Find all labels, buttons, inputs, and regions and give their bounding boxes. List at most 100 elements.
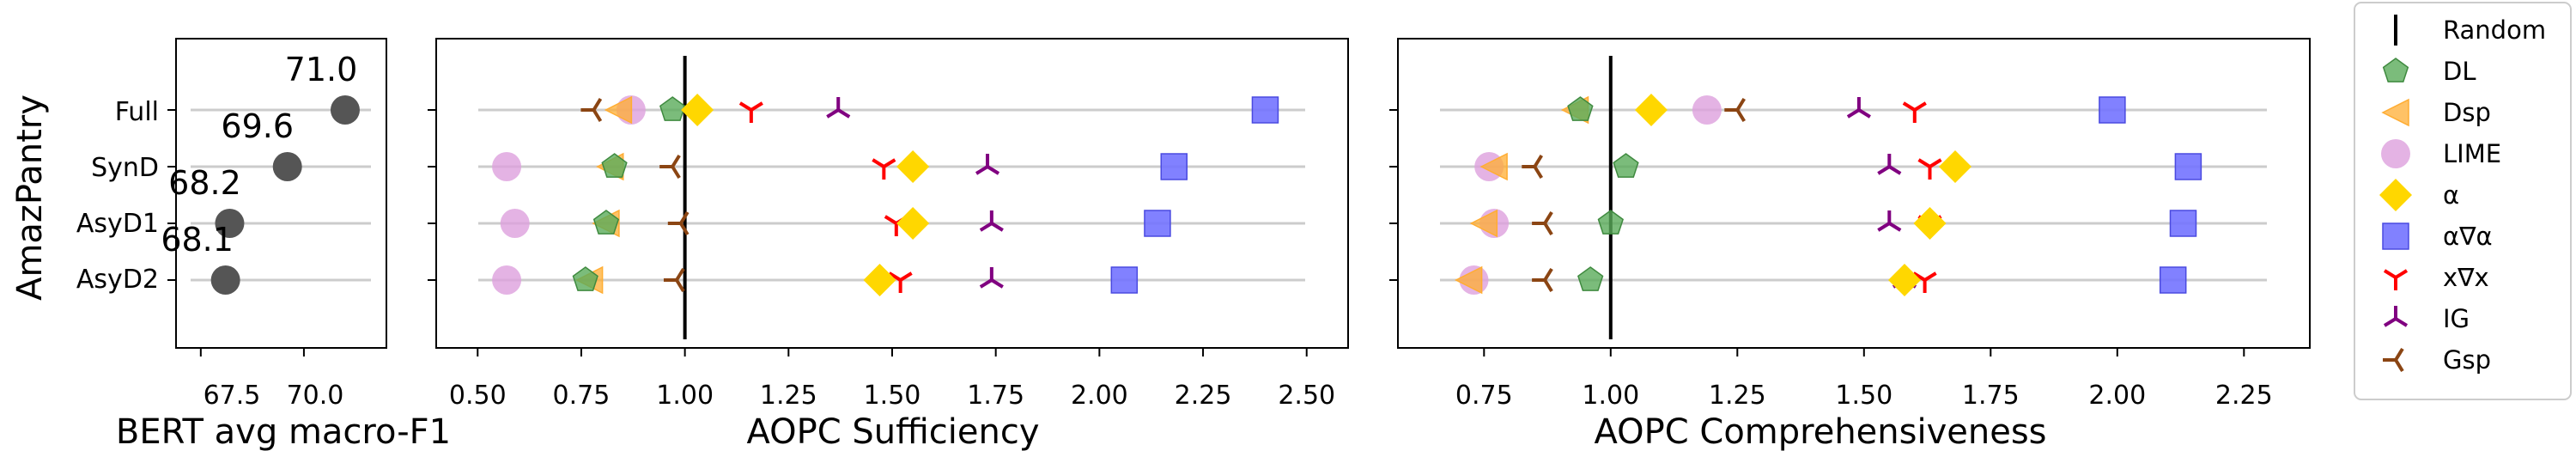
f1-value-label-1: 69.6: [221, 107, 294, 145]
f1-category-asyd2: AsyD2: [76, 265, 159, 295]
sufficiency-xtick-label-7: 2.25: [1175, 381, 1232, 411]
sufficiency-point-tri-down-1: [872, 158, 896, 180]
sufficiency-point-pentagon-2: [592, 210, 620, 235]
sufficiency-point-tri-left-3-shape: [663, 267, 685, 293]
sufficiency-point-triangle-left-0-shape: [604, 95, 633, 125]
f1-xtick-1: 70.0: [287, 381, 344, 411]
comprehensiveness-point-circle-0-shape: [1692, 95, 1722, 125]
comprehensiveness-point-diamond-1-shape: [1939, 150, 1971, 183]
legend-label-5: α∇α: [2443, 222, 2493, 251]
comprehensiveness-point-tri-down-1-shape: [1917, 158, 1942, 180]
legend-marker-8-shape: [2383, 347, 2404, 373]
sufficiency-xlabel: AOPC Sufficiency: [746, 412, 1039, 451]
f1-value-label-3: 68.1: [161, 221, 234, 259]
f1-ylabel: AmazPantry: [10, 94, 50, 301]
comprehensiveness-point-pentagon-3: [1577, 266, 1604, 291]
sufficiency-point-tri-up-1-shape: [975, 154, 1000, 175]
f1-category-asyd1: AsyD1: [76, 209, 159, 239]
comprehensiveness-point-diamond-2-shape: [1913, 207, 1947, 240]
sufficiency-point-square-0-shape: [1251, 96, 1279, 124]
comprehensiveness-point-square-1-shape: [2174, 153, 2202, 180]
comprehensiveness-point-pentagon-1: [1613, 153, 1639, 178]
comprehensiveness-point-square-0-shape: [2099, 96, 2126, 124]
sufficiency-point-tri-down-3-shape: [888, 271, 913, 293]
sufficiency-point-square-0: [1251, 96, 1279, 124]
sufficiency-point-tri-up-0: [826, 97, 851, 119]
comprehensiveness-point-square-3-shape: [2159, 266, 2187, 294]
legend-label-0: Random: [2443, 15, 2546, 45]
comprehensiveness-xtick-label-3: 1.50: [1835, 381, 1893, 411]
comprehensiveness-xtick-label-5: 2.00: [2088, 381, 2146, 411]
legend-marker-7-shape: [2383, 306, 2409, 327]
sufficiency-point-tri-down-0: [738, 101, 763, 123]
sufficiency-point-tri-down-0-shape: [738, 101, 763, 123]
sufficiency-xtick-label-2: 1.00: [656, 381, 714, 411]
comprehensiveness-point-diamond-0: [1635, 94, 1668, 126]
comprehensiveness-xtick-label-2: 1.25: [1709, 381, 1766, 411]
comprehensiveness-point-square-3: [2159, 266, 2187, 294]
sufficiency-point-pentagon-3-shape: [572, 266, 598, 291]
sufficiency-point-diamond-2: [896, 207, 930, 240]
sufficiency-point-circle-3-shape: [492, 265, 522, 295]
sufficiency-point-tri-up-3: [979, 267, 1004, 289]
sufficiency-point-circle-2-shape: [500, 209, 530, 238]
sufficiency-point-pentagon-3: [572, 266, 598, 291]
f1-category-full: Full: [115, 97, 159, 127]
comprehensiveness-xtick-label-6: 2.25: [2215, 381, 2273, 411]
comprehensiveness-point-tri-down-3: [1912, 271, 1937, 293]
sufficiency-point-triangle-left-0: [604, 95, 633, 125]
sufficiency-point-pentagon-1: [601, 153, 628, 178]
comprehensiveness-point-pentagon-1-shape: [1613, 153, 1639, 178]
sufficiency-point-pentagon-0-shape: [659, 96, 686, 121]
sufficiency-point-circle-3: [492, 265, 522, 295]
comprehensiveness-xlabel: AOPC Comprehensiveness: [1594, 412, 2046, 451]
sufficiency-point-square-2: [1144, 210, 1171, 237]
legend-label-7: IG: [2443, 304, 2470, 333]
legend-marker-3-shape: [2381, 139, 2410, 168]
f1-xtick-0: 67.5: [204, 381, 261, 411]
comprehensiveness-point-triangle-left-1-shape: [1479, 152, 1508, 181]
sufficiency-point-tri-left-2: [667, 210, 690, 236]
legend-label-2: Dsp: [2443, 98, 2491, 127]
f1-plot-area: 71.0 69.6 68.2 68.1: [161, 38, 387, 357]
sufficiency-point-circle-2: [500, 209, 530, 238]
sufficiency-point-tri-left-0: [580, 97, 603, 123]
sufficiency-xtick-label-4: 1.50: [864, 381, 921, 411]
comprehensiveness-point-triangle-left-1: [1479, 152, 1508, 181]
panel-comprehensiveness: 0.75 1.00 1.25 1.50 1.75 2.00 2.25 AOPC Compre…: [1389, 38, 2311, 451]
comprehensiveness-point-pentagon-0-shape: [1567, 96, 1594, 121]
comprehensiveness-point-diamond-2: [1913, 207, 1947, 240]
sufficiency-point-diamond-3-shape: [863, 264, 896, 296]
legend-marker-2-shape: [2381, 98, 2409, 127]
comprehensiveness-point-pentagon-3-shape: [1577, 266, 1604, 291]
comprehensiveness-point-square-1: [2174, 153, 2202, 180]
comprehensiveness-point-tri-up-2-shape: [1877, 210, 1902, 232]
f1-point-synd: [272, 152, 302, 181]
comprehensiveness-point-tri-up-0: [1846, 97, 1871, 119]
comprehensiveness-point-tri-left-1: [1522, 154, 1544, 180]
comprehensiveness-point-triangle-left-2-shape: [1469, 209, 1498, 238]
sufficiency-frame: [435, 38, 1349, 349]
comprehensiveness-point-square-0: [2099, 96, 2126, 124]
sufficiency-xtick-label-1: 0.75: [553, 381, 611, 411]
sufficiency-point-diamond-3: [863, 264, 896, 296]
sufficiency-point-tri-up-0-shape: [826, 97, 851, 119]
comprehensiveness-point-pentagon-2-shape: [1597, 210, 1624, 235]
f1-point-full: [330, 95, 360, 125]
legend-label-6: x∇x: [2443, 263, 2489, 292]
sufficiency-xtick-label-0: 0.50: [449, 381, 507, 411]
sufficiency-point-diamond-0: [681, 94, 714, 126]
sufficiency-point-square-3-shape: [1110, 266, 1139, 294]
sufficiency-point-tri-up-2-shape: [979, 210, 1004, 232]
comprehensiveness-point-tri-left-3-shape: [1532, 267, 1553, 293]
legend-marker-3: [2381, 139, 2410, 168]
legend-marker-4: [2379, 179, 2412, 211]
sufficiency-point-tri-down-3: [888, 271, 913, 293]
sufficiency-point-tri-left-1-shape: [659, 154, 681, 180]
sufficiency-point-square-3: [1110, 266, 1139, 294]
comprehensiveness-point-diamond-1: [1939, 150, 1971, 183]
sufficiency-point-diamond-2-shape: [896, 207, 930, 240]
sufficiency-xtick-label-3: 1.25: [760, 381, 817, 411]
comprehensiveness-point-tri-down-1: [1917, 158, 1942, 180]
comprehensiveness-point-square-2: [2169, 210, 2197, 237]
